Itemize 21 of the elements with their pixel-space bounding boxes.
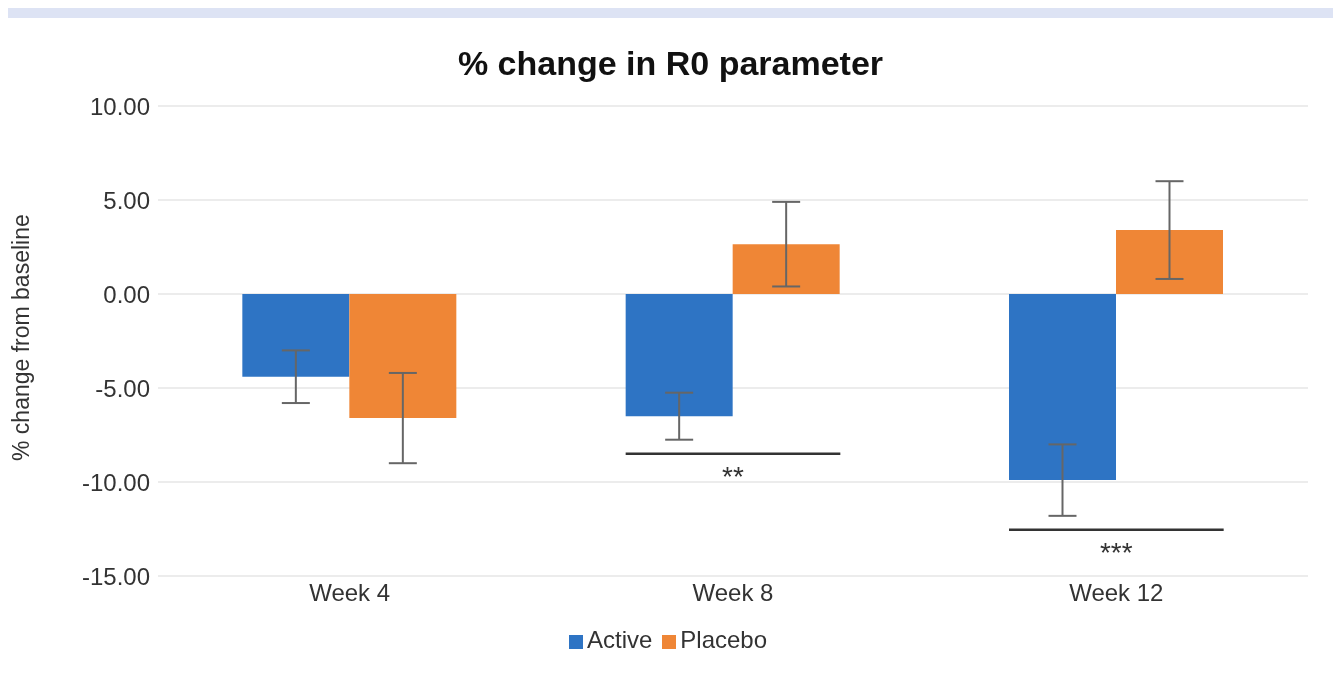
- y-axis-title: % change from baseline: [8, 214, 35, 461]
- bar: [732, 244, 840, 294]
- x-tick-label: Week 4: [309, 579, 391, 607]
- y-tick-label: 10.00: [89, 92, 150, 120]
- annotation: ***: [1099, 536, 1133, 568]
- legend-label: Active: [586, 626, 653, 653]
- x-tick-label: Week 12: [1069, 579, 1164, 607]
- y-tick-label: -5.00: [95, 374, 150, 402]
- y-tick-label: -10.00: [81, 468, 150, 496]
- bar: [1116, 230, 1223, 294]
- bar: [1009, 294, 1116, 481]
- y-tick-label: 0.00: [103, 280, 150, 308]
- chart-title: % change in R0 parameter: [457, 44, 884, 82]
- x-tick-label: Week 8: [692, 579, 774, 607]
- annotation: **: [722, 460, 744, 492]
- legend-label: Placebo: [680, 626, 768, 653]
- bar: [349, 294, 457, 419]
- bar: [625, 294, 733, 417]
- bar: [242, 294, 350, 377]
- y-tick-label: -15.00: [81, 562, 150, 590]
- y-tick-label: 5.00: [103, 186, 150, 214]
